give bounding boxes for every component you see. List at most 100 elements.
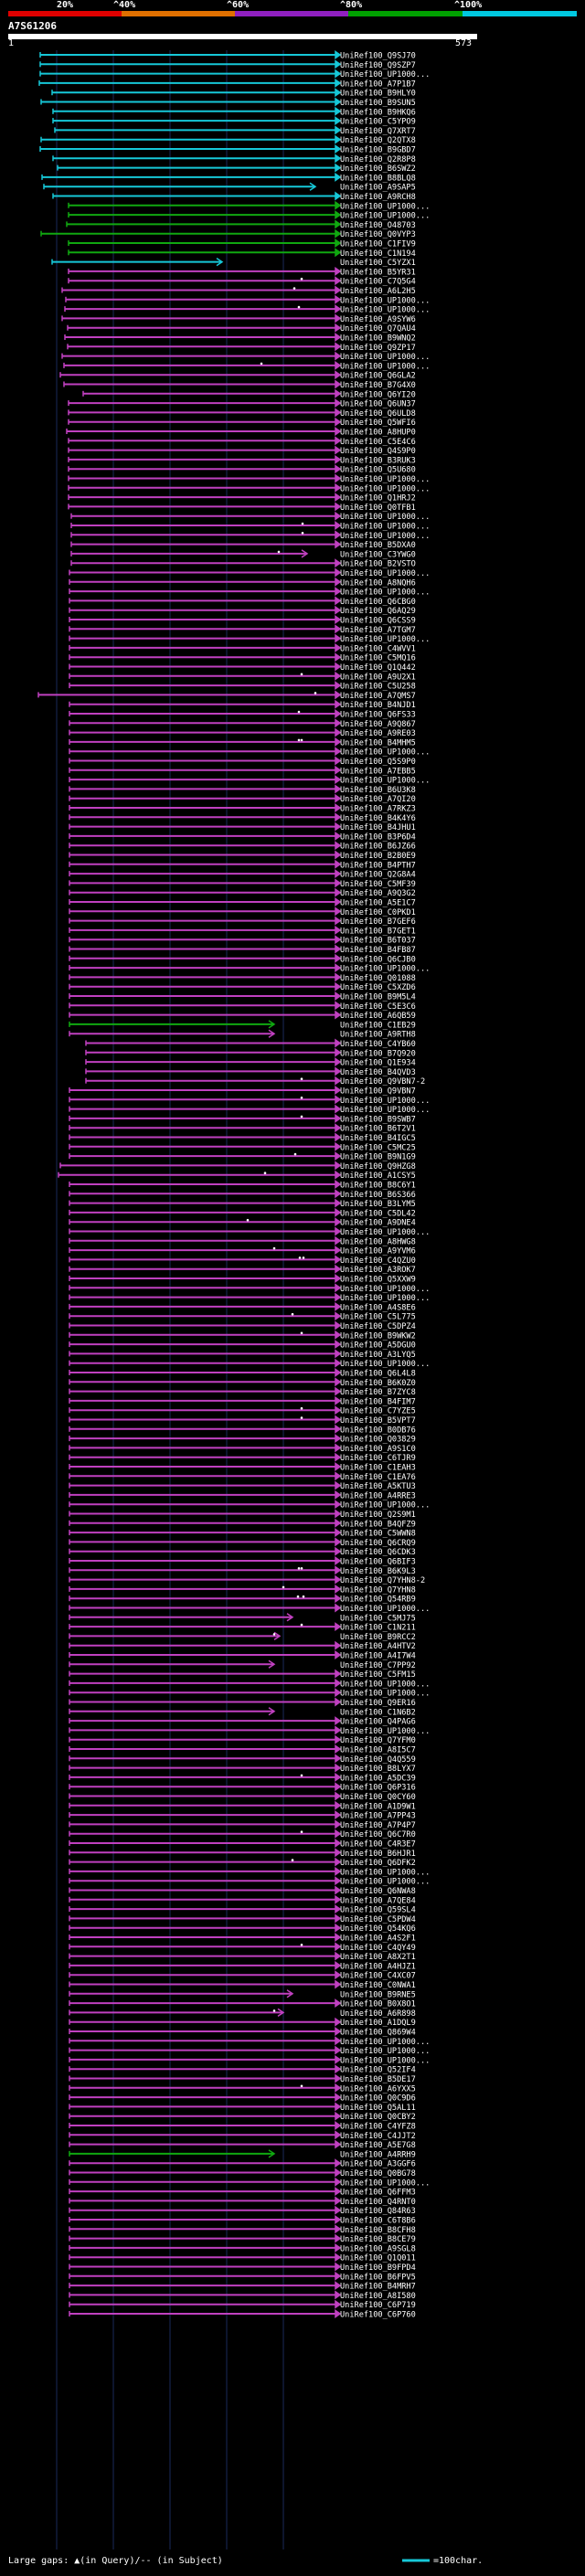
hit-row[interactable]: UniRef100_Q03829 xyxy=(69,1434,416,1445)
hit-row[interactable]: UniRef100_Q1HRJ2 xyxy=(68,493,416,504)
hit-row[interactable]: UniRef100_Q5AL11 xyxy=(69,2102,416,2113)
hit-row[interactable]: UniRef100_UP1000... xyxy=(69,2054,430,2065)
hit-id-label[interactable]: UniRef100_A7EBB5 xyxy=(340,767,416,776)
hit-id-label[interactable]: UniRef100_UP1000... xyxy=(340,1360,430,1369)
hit-id-label[interactable]: UniRef100_B5DE17 xyxy=(340,2075,416,2084)
hit-row[interactable]: UniRef100_UP1000... xyxy=(68,482,430,493)
hit-id-label[interactable]: UniRef100_UP1000... xyxy=(340,353,430,362)
hit-row[interactable]: UniRef100_C5MQ16 xyxy=(69,652,416,663)
hit-row[interactable]: UniRef100_C5MF39 xyxy=(69,878,416,889)
hit-id-label[interactable]: UniRef100_C7PP92 xyxy=(340,1661,416,1670)
hit-id-label[interactable]: UniRef100_Q1Q442 xyxy=(340,663,416,673)
hit-row[interactable]: UniRef100_C4YB60 xyxy=(85,1038,416,1049)
hit-row[interactable]: UniRef100_B0X8O1 xyxy=(69,1998,416,2009)
hit-row[interactable]: UniRef100_B9RCC2 xyxy=(69,1631,416,1642)
hit-row[interactable]: UniRef100_A9SAP5 xyxy=(43,182,416,193)
hit-row[interactable]: UniRef100_Q2G8A4 xyxy=(69,869,416,880)
hit-row[interactable]: UniRef100_A9U2X1 xyxy=(69,671,416,682)
hit-row[interactable]: UniRef100_A5DGU0 xyxy=(69,1340,416,1351)
hit-id-label[interactable]: UniRef100_Q6C7R0 xyxy=(340,1830,416,1839)
hit-row[interactable]: UniRef100_UP1000... xyxy=(61,351,430,362)
hit-row[interactable]: UniRef100_C7PP92 xyxy=(69,1659,416,1670)
hit-id-label[interactable]: UniRef100_Q84R63 xyxy=(340,2207,416,2216)
hit-row[interactable]: UniRef100_A6L2H5 xyxy=(61,285,416,296)
hit-row[interactable]: UniRef100_C4YFZ8 xyxy=(69,2121,416,2132)
hit-id-label[interactable]: UniRef100_C6P760 xyxy=(340,2311,416,2320)
hit-id-label[interactable]: UniRef100_Q0CBY2 xyxy=(340,2113,416,2122)
hit-row[interactable]: UniRef100_B5YR31 xyxy=(68,266,416,277)
hit-row[interactable]: UniRef100_A4RRH9 xyxy=(69,2149,416,2160)
hit-row[interactable]: UniRef100_B4JHU1 xyxy=(69,822,416,832)
hit-id-label[interactable]: UniRef100_B5DXA0 xyxy=(340,541,416,550)
hit-id-label[interactable]: UniRef100_UP1000... xyxy=(340,1605,430,1614)
hit-row[interactable]: UniRef100_C1EAH3 xyxy=(69,1462,416,1473)
hit-row[interactable]: UniRef100_B6S366 xyxy=(69,1189,416,1200)
hit-id-label[interactable]: UniRef100_B0X8O1 xyxy=(340,2000,416,2009)
hit-row[interactable]: UniRef100_C7Q5G4 xyxy=(68,276,416,287)
hit-row[interactable]: UniRef100_Q4PAG6 xyxy=(69,1716,416,1727)
hit-row[interactable]: UniRef100_B4IGC5 xyxy=(69,1132,416,1143)
hit-row[interactable]: UniRef100_Q6CSS9 xyxy=(69,615,416,626)
hit-row[interactable]: UniRef100_B7G4X0 xyxy=(63,379,416,390)
hit-row[interactable]: UniRef100_C4QY49 xyxy=(69,1942,416,1953)
hit-id-label[interactable]: UniRef100_B2VSTO xyxy=(340,560,416,569)
hit-row[interactable]: UniRef100_A4HJZ1 xyxy=(69,1960,416,1971)
hit-id-label[interactable]: UniRef100_Q9HZG8 xyxy=(340,1162,416,1171)
hit-row[interactable]: UniRef100_A9DNE4 xyxy=(69,1217,416,1228)
hit-row[interactable]: UniRef100_Q0CBY2 xyxy=(69,2111,416,2122)
hit-row[interactable]: UniRef100_B9HKQ6 xyxy=(52,106,416,117)
hit-id-label[interactable]: UniRef100_A7QMS7 xyxy=(340,692,416,701)
hit-row[interactable]: UniRef100_A9S1C0 xyxy=(69,1443,416,1454)
hit-id-label[interactable]: UniRef100_B9WNQ2 xyxy=(340,334,416,344)
hit-row[interactable]: UniRef100_C4R3E7 xyxy=(69,1839,416,1850)
hit-id-label[interactable]: UniRef100_B7GEF6 xyxy=(340,917,416,927)
hit-id-label[interactable]: UniRef100_A7RKZ3 xyxy=(340,805,416,814)
hit-row[interactable]: UniRef100_A7TGM7 xyxy=(69,624,416,635)
hit-id-label[interactable]: UniRef100_UP1000... xyxy=(340,2178,430,2188)
hit-row[interactable]: UniRef100_Q1Q011 xyxy=(69,2253,416,2263)
hit-row[interactable]: UniRef100_Q5U680 xyxy=(68,464,416,475)
hit-id-label[interactable]: UniRef100_UP1000... xyxy=(340,484,430,493)
hit-id-label[interactable]: UniRef100_Q01088 xyxy=(340,974,416,983)
hit-id-label[interactable]: UniRef100_A7P1B7 xyxy=(340,80,416,89)
hit-row[interactable]: UniRef100_UP1000... xyxy=(69,747,430,758)
hit-row[interactable]: UniRef100_Q9ER16 xyxy=(69,1697,416,1708)
hit-row[interactable]: UniRef100_A9SGL8 xyxy=(69,2242,416,2253)
hit-row[interactable]: UniRef100_B6K0Z0 xyxy=(69,1377,416,1388)
hit-id-label[interactable]: UniRef100_Q9ZP17 xyxy=(340,344,416,353)
hit-id-label[interactable]: UniRef100_A5E7G8 xyxy=(340,2141,416,2150)
hit-id-label[interactable]: UniRef100_A6L2H5 xyxy=(340,287,416,296)
hit-id-label[interactable]: UniRef100_Q6CRQ9 xyxy=(340,1539,416,1548)
hit-id-label[interactable]: UniRef100_C4QZU0 xyxy=(340,1256,416,1266)
hit-id-label[interactable]: UniRef100_C0PKD1 xyxy=(340,908,416,917)
hit-id-label[interactable]: UniRef100_Q5WFI6 xyxy=(340,419,416,428)
hit-row[interactable]: UniRef100_C5PDW4 xyxy=(69,1913,416,1924)
hit-row[interactable]: UniRef100_C4QZU0 xyxy=(69,1255,416,1266)
hit-row[interactable]: UniRef100_Q7YHN8 xyxy=(69,1584,416,1595)
hit-id-label[interactable]: UniRef100_UP1000... xyxy=(340,296,430,305)
hit-id-label[interactable]: UniRef100_Q6NWA8 xyxy=(340,1887,416,1896)
hit-id-label[interactable]: UniRef100_B9HKQ6 xyxy=(340,108,416,117)
hit-id-label[interactable]: UniRef100_Q5AL11 xyxy=(340,2104,416,2113)
hit-id-label[interactable]: UniRef100_B8CE79 xyxy=(340,2235,416,2244)
hit-row[interactable]: UniRef100_B5DXA0 xyxy=(70,539,416,550)
hit-row[interactable]: UniRef100_B4FIM7 xyxy=(69,1395,416,1406)
hit-id-label[interactable]: UniRef100_Q6GLA2 xyxy=(340,372,416,381)
hit-row[interactable]: UniRef100_Q6ULD8 xyxy=(68,408,416,419)
hit-row[interactable]: UniRef100_B6JZ66 xyxy=(69,841,416,852)
hit-row[interactable]: UniRef100_C5WWN8 xyxy=(69,1528,416,1539)
hit-row[interactable]: UniRef100_A9Q3G2 xyxy=(69,887,416,898)
hit-row[interactable]: UniRef100_Q59SL4 xyxy=(69,1904,416,1915)
hit-row[interactable]: UniRef100_Q4S9P0 xyxy=(68,445,416,456)
hit-id-label[interactable]: UniRef100_C5YPO9 xyxy=(340,118,416,127)
hit-id-label[interactable]: UniRef100_C6P719 xyxy=(340,2301,416,2310)
hit-row[interactable]: UniRef100_B4MRH7 xyxy=(69,2281,416,2292)
hit-id-label[interactable]: UniRef100_Q54RB9 xyxy=(340,1595,416,1605)
hit-row[interactable]: UniRef100_B3RUK3 xyxy=(68,454,416,465)
hit-id-label[interactable]: UniRef100_Q6AQ29 xyxy=(340,607,416,616)
hit-row[interactable]: UniRef100_B5DE17 xyxy=(69,2073,416,2084)
hit-row[interactable]: UniRef100_Q6CRQ9 xyxy=(69,1537,416,1548)
hit-row[interactable]: UniRef100_Q0CY60 xyxy=(69,1791,416,1802)
hit-id-label[interactable]: UniRef100_A7PP43 xyxy=(340,1812,416,1821)
hit-row[interactable]: UniRef100_C5E3C6 xyxy=(69,1001,416,1012)
